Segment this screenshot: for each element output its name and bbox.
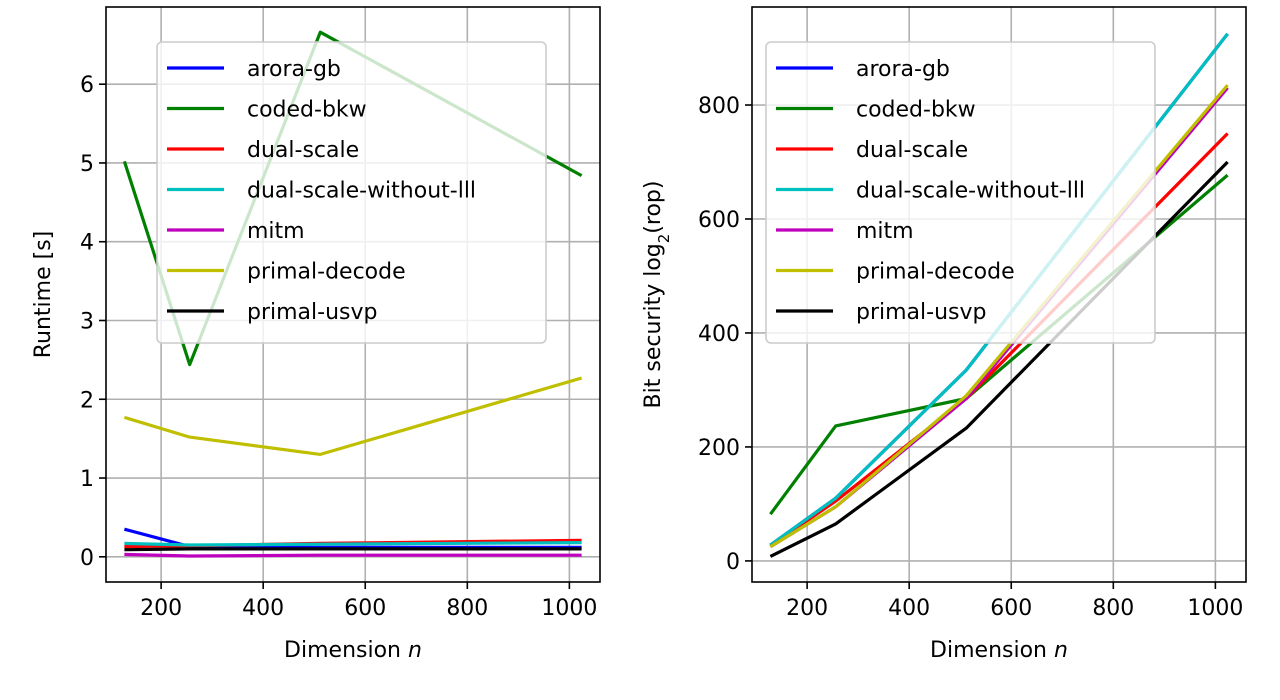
x-tick-label: 1000 xyxy=(1187,596,1243,621)
y-tick-label: 200 xyxy=(698,436,740,461)
y-tick-label: 6 xyxy=(80,73,94,98)
y-tick-label: 800 xyxy=(698,94,740,119)
x-axis-label: Dimension n xyxy=(930,638,1068,663)
x-tick-label: 800 xyxy=(1092,596,1134,621)
x-tick-label: 200 xyxy=(140,596,182,621)
y-tick-label: 3 xyxy=(80,309,94,334)
legend-label-primal-usvp: primal-usvp xyxy=(247,300,377,325)
series-line-primal-decode xyxy=(123,376,583,456)
x-axis-label: Dimension n xyxy=(284,638,422,663)
legend-box xyxy=(156,41,547,344)
x-tick-label: 1000 xyxy=(541,596,597,621)
x-tick-label: 800 xyxy=(446,596,488,621)
bit-security-chart: 200 400 600 800 1000 0 200 400 600 800 Dimension n… xyxy=(641,6,1247,663)
legend-label-primal-usvp: primal-usvp xyxy=(856,300,986,325)
y-tick-label: 400 xyxy=(698,322,740,347)
y-tick-label: 1 xyxy=(80,467,94,492)
y-axis-label: Bit security log2(rop) xyxy=(641,181,673,409)
legend: arora-gb coded-bkw dual-scale dual-scale-wi… xyxy=(156,41,547,344)
legend-label-mitm: mitm xyxy=(247,219,305,244)
legend-label-mitm: mitm xyxy=(856,219,914,244)
legend-label-primal-decode: primal-decode xyxy=(856,260,1015,285)
x-tick-label: 600 xyxy=(344,596,386,621)
legend-box xyxy=(765,41,1156,344)
legend-label-arora-gb: arora-gb xyxy=(247,57,341,82)
legend-label-dual-scale-without-lll: dual-scale-without-lll xyxy=(856,179,1085,204)
x-tick-label: 600 xyxy=(990,596,1032,621)
y-tick-label: 0 xyxy=(80,546,94,571)
series-line-mitm xyxy=(124,552,582,558)
y-axis-label: Runtime [s] xyxy=(31,231,56,359)
y-tick-label: 5 xyxy=(80,152,94,177)
series-line-dual-scale-without-lll xyxy=(124,541,582,547)
y-tick-label: 2 xyxy=(80,388,94,413)
series-line-arora-gb xyxy=(123,527,582,549)
legend: arora-gb coded-bkw dual-scale dual-scale-wi… xyxy=(765,41,1156,344)
x-tick-label: 400 xyxy=(888,596,930,621)
series-line-primal-usvp xyxy=(124,547,582,552)
plot-frame xyxy=(105,6,601,583)
plot-frame xyxy=(751,6,1247,583)
y-tick-label: 0 xyxy=(726,550,740,575)
legend-label-dual-scale-without-lll: dual-scale-without-lll xyxy=(247,179,476,204)
y-tick-label: 4 xyxy=(80,231,94,256)
y-tick-label: 600 xyxy=(698,208,740,233)
x-tick-label: 400 xyxy=(242,596,284,621)
runtime-chart: 200 400 600 800 1000 0 1 2 3 4 5 6 Dimension n Runtim… xyxy=(31,6,601,663)
x-tick-label: 200 xyxy=(786,596,828,621)
legend-label-coded-bkw: coded-bkw xyxy=(247,98,367,123)
legend-label-arora-gb: arora-gb xyxy=(856,57,950,82)
legend-label-dual-scale: dual-scale xyxy=(856,138,968,163)
legend-label-primal-decode: primal-decode xyxy=(247,260,406,285)
legend-label-coded-bkw: coded-bkw xyxy=(856,98,976,123)
legend-label-dual-scale: dual-scale xyxy=(247,138,359,163)
